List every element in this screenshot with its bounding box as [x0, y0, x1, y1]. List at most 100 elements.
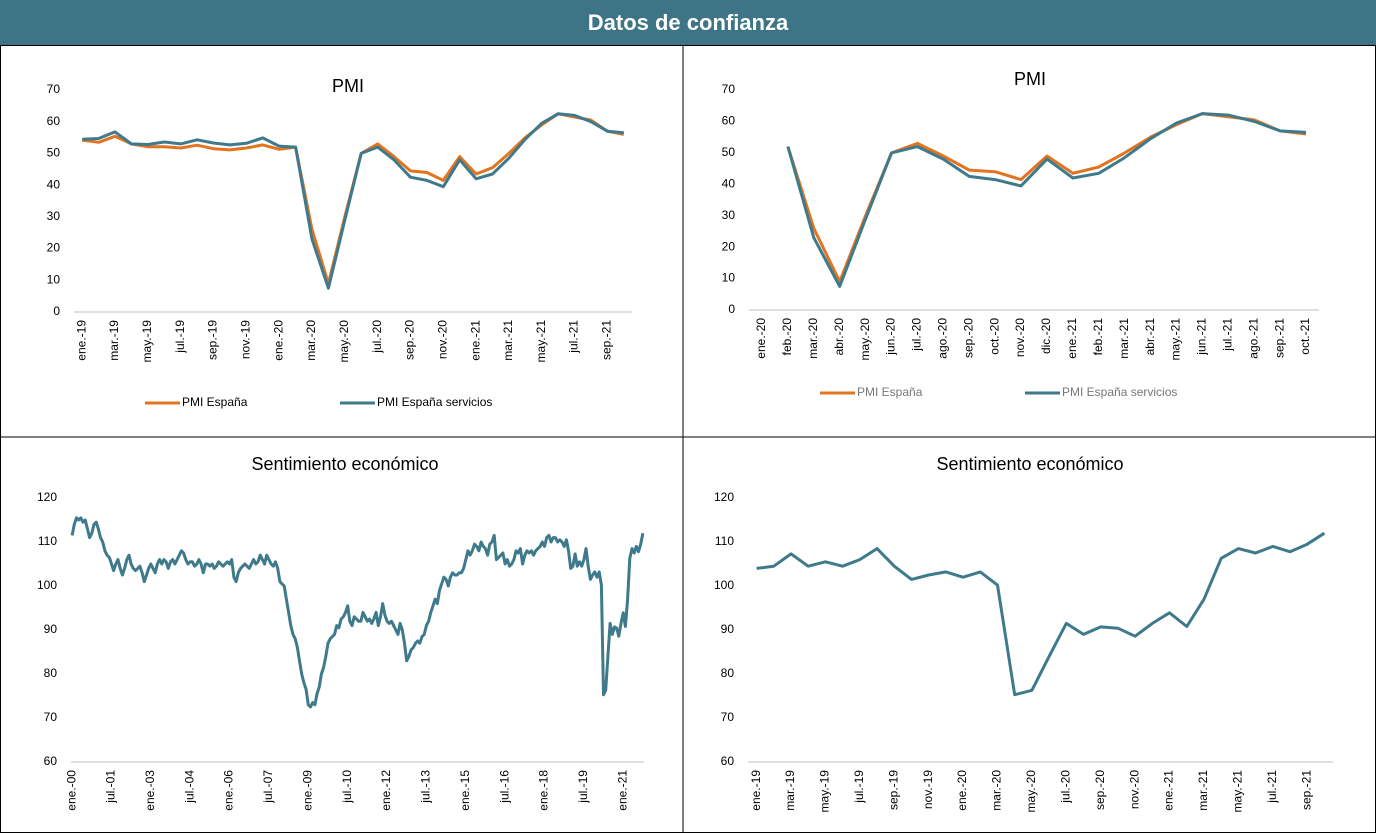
x-tick-label: abr.-20: [832, 318, 846, 356]
x-tick-label: mar.-19: [783, 770, 797, 811]
y-tick-label: 40: [47, 177, 61, 191]
x-tick-label: oct.-21: [1298, 318, 1312, 355]
x-tick-label: jul.-21: [1220, 318, 1234, 352]
x-tick-label: sep.-21: [1299, 770, 1313, 810]
x-tick-label: nov.-20: [1127, 770, 1141, 809]
x-tick-label: may.-21: [1231, 770, 1245, 813]
y-tick-label: 20: [47, 241, 61, 255]
x-tick-label: jul.-01: [104, 770, 118, 804]
series-line: [786, 112, 1307, 288]
x-tick-label: may.-19: [818, 770, 832, 813]
x-tick-label: may.-20: [858, 318, 872, 361]
x-tick-label: mar.-21: [501, 320, 515, 361]
x-tick-label: nov.-19: [921, 770, 935, 809]
series-line: [82, 112, 625, 285]
x-tick-label: mar.-20: [806, 318, 820, 359]
frame: [0, 45, 1376, 833]
chart-title: PMI: [332, 76, 364, 96]
y-tick-label: 60: [721, 754, 735, 768]
x-tick-label: abr.-21: [1143, 318, 1157, 356]
legend-label: PMI España servicios: [1062, 385, 1177, 399]
y-tick-label: 70: [721, 710, 735, 724]
y-tick-label: 70: [722, 82, 736, 96]
x-tick-label: ene.-09: [300, 770, 314, 811]
x-tick-label: feb.-21: [1091, 318, 1105, 356]
y-tick-label: 100: [37, 578, 57, 592]
x-tick-label: may.-21: [534, 320, 548, 363]
y-tick-label: 80: [44, 666, 58, 680]
x-tick-label: sep.-21: [600, 320, 614, 360]
x-tick-label: ene.-20: [271, 320, 285, 361]
x-tick-label: ene.-03: [143, 770, 157, 811]
legend-label: PMI España: [182, 395, 248, 409]
legend-label: PMI España servicios: [377, 395, 492, 409]
x-tick-label: mar.-20: [304, 320, 318, 361]
header-bar: [0, 0, 1376, 45]
x-tick-label: nov.-19: [238, 320, 252, 359]
x-tick-label: jul.-21: [1265, 770, 1279, 804]
x-tick-label: mar.-19: [107, 320, 121, 361]
y-tick-label: 0: [728, 302, 735, 316]
x-tick-label: may.-20: [1024, 770, 1038, 813]
y-tick-label: 60: [47, 114, 61, 128]
legend-label: PMI España: [857, 385, 923, 399]
x-tick-label: nov.-20: [435, 320, 449, 359]
x-tick-label: jun.-20: [884, 318, 898, 356]
x-tick-label: may.-21: [1169, 318, 1183, 361]
y-tick-label: 10: [722, 271, 736, 285]
y-tick-label: 110: [715, 534, 734, 548]
x-tick-label: jul.-20: [910, 318, 924, 352]
x-tick-label: sep.-19: [886, 770, 900, 810]
x-tick-label: sep.-19: [206, 320, 220, 360]
x-tick-label: mar.-20: [990, 770, 1004, 811]
y-tick-label: 90: [721, 622, 735, 636]
y-tick-label: 20: [722, 239, 736, 253]
x-tick-label: oct.-20: [987, 318, 1001, 355]
x-tick-label: sep.-20: [1093, 770, 1107, 810]
x-tick-label: ene.-21: [1065, 318, 1079, 359]
x-tick-label: may.-19: [140, 320, 154, 363]
x-tick-label: jul.-20: [370, 320, 384, 354]
series-line: [70, 516, 645, 709]
y-tick-label: 60: [722, 114, 736, 128]
header-title: Datos de confianza: [588, 10, 789, 35]
y-tick-label: 80: [721, 666, 735, 680]
x-tick-label: feb.-20: [780, 318, 794, 356]
x-tick-label: ago.-21: [1246, 318, 1260, 359]
x-tick-label: ene.-20: [955, 770, 969, 811]
y-tick-label: 0: [53, 304, 60, 318]
y-tick-label: 120: [714, 490, 734, 504]
x-tick-label: jul.-10: [340, 770, 354, 804]
x-tick-label: mar.-21: [1117, 318, 1131, 359]
x-tick-label: sep.-20: [961, 318, 975, 358]
x-tick-label: jul.-04: [182, 770, 196, 804]
x-tick-label: jul.-20: [1058, 770, 1072, 804]
x-tick-label: jul.-19: [173, 320, 187, 354]
x-tick-label: nov.-20: [1013, 318, 1027, 357]
x-tick-label: jul.-07: [261, 770, 275, 804]
x-tick-label: ene.-19: [749, 770, 763, 811]
series-line: [786, 112, 1307, 284]
x-tick-label: sep.-21: [1272, 318, 1286, 358]
x-tick-label: ago.-20: [935, 318, 949, 359]
x-tick-label: jun.-21: [1195, 318, 1209, 356]
chart-title: Sentimiento económico: [251, 454, 438, 474]
x-tick-label: dic.-20: [1039, 318, 1053, 354]
x-tick-label: jul.-16: [497, 770, 511, 804]
chart-title: Sentimiento económico: [936, 454, 1123, 474]
x-tick-label: jul.-21: [567, 320, 581, 354]
x-tick-label: jul.-19: [576, 770, 590, 804]
x-tick-label: jul.-13: [419, 770, 433, 804]
y-tick-label: 30: [47, 209, 61, 223]
x-tick-label: sep.-20: [403, 320, 417, 360]
x-tick-label: ene.-21: [615, 770, 629, 811]
y-tick-label: 120: [37, 490, 57, 504]
series-line: [82, 112, 624, 290]
x-tick-label: ene.-20: [754, 318, 768, 359]
y-tick-label: 70: [47, 82, 61, 96]
y-tick-label: 50: [722, 145, 736, 159]
x-tick-label: ene.-18: [537, 770, 551, 811]
y-tick-label: 100: [714, 578, 734, 592]
chart-title: PMI: [1014, 69, 1046, 89]
